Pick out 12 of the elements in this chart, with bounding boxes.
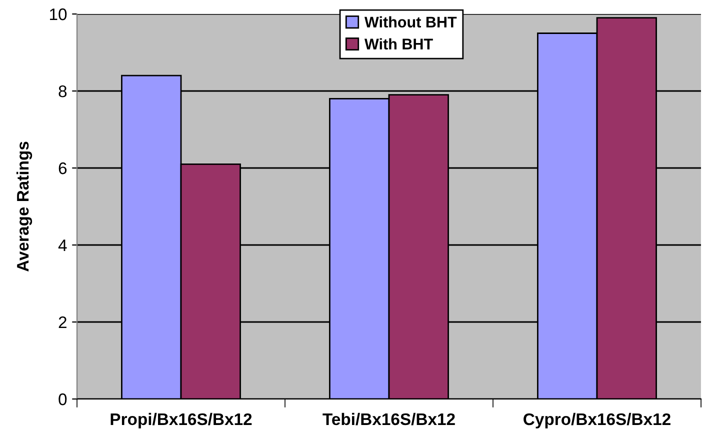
y-tick-label: 0	[58, 393, 67, 406]
y-tick-label: 4	[58, 240, 67, 252]
y-tick-label: 2	[58, 316, 66, 328]
legend-label: With BHT	[364, 38, 433, 50]
x-tick-label: Cypro/Bx16S/Bx12	[524, 412, 670, 428]
y-tick-label: 10	[50, 8, 67, 20]
legend-label: Without BHT	[364, 16, 457, 28]
y-tick-label: 6	[58, 162, 67, 174]
y-tick-label: 8	[58, 85, 67, 98]
x-tick-label: Tebi/Bx16S/Bx12	[322, 412, 455, 426]
x-tick-label: Propi/Bx16S/Bx12	[110, 412, 252, 428]
y-axis-title: Average Ratings	[16, 142, 32, 272]
